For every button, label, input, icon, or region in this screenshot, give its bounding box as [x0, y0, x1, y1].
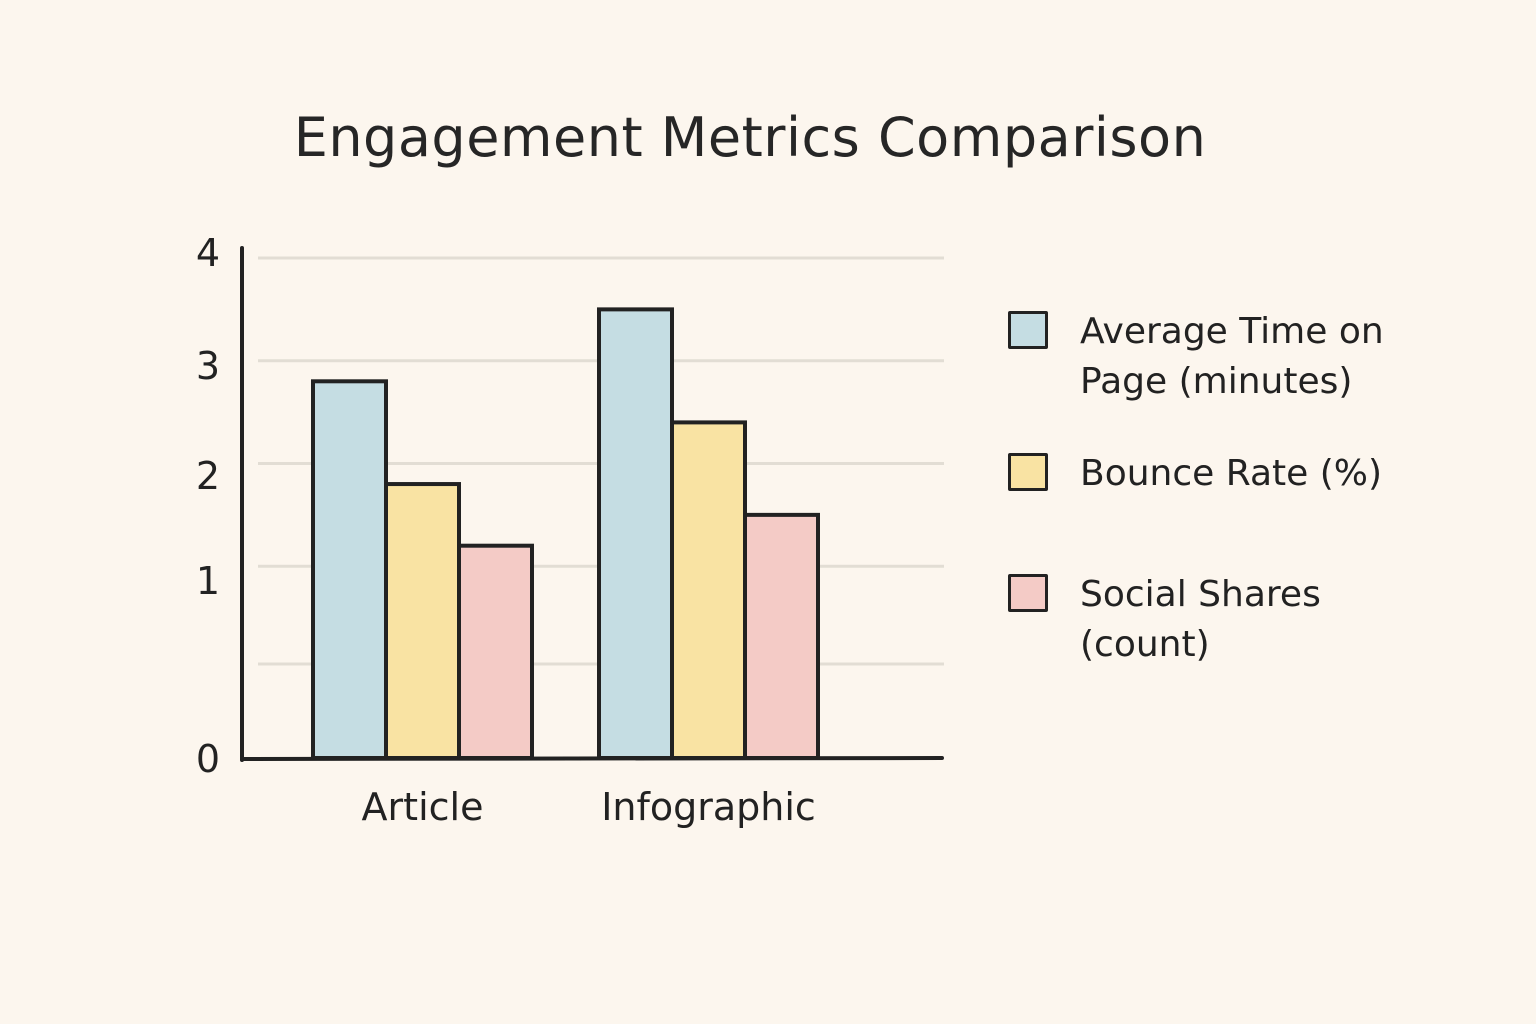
bar: [670, 420, 747, 760]
legend-item-bounce-rate: Bounce Rate (%): [1008, 449, 1440, 499]
legend-item-avg-time: Average Time on Page (minutes): [1008, 307, 1440, 407]
legend-swatch: [1008, 311, 1048, 349]
legend-item-social-shares: Social Shares (count): [1008, 570, 1440, 670]
bar: [384, 482, 461, 760]
legend-swatch: [1008, 574, 1048, 612]
y-tick-label: 3: [196, 344, 220, 388]
chart-title: Engagement Metrics Comparison: [293, 106, 1207, 169]
y-tick-label: 0: [196, 737, 220, 781]
x-tick-label: Infographic: [601, 785, 816, 829]
y-tick-label: 1: [196, 559, 220, 603]
bar: [597, 307, 674, 760]
legend-label: Bounce Rate (%): [1080, 453, 1383, 494]
bar: [457, 543, 534, 761]
y-tick-label: 4: [196, 231, 220, 275]
bar: [743, 512, 820, 760]
legend-swatch: [1008, 453, 1048, 491]
x-axis: [240, 756, 944, 761]
y-tick-label: 2: [196, 454, 220, 498]
legend-label: Average Time on Page (minutes): [1080, 311, 1384, 402]
x-tick-label: Article: [362, 785, 484, 829]
bar: [311, 379, 388, 760]
legend-label: Social Shares (count): [1080, 574, 1321, 665]
